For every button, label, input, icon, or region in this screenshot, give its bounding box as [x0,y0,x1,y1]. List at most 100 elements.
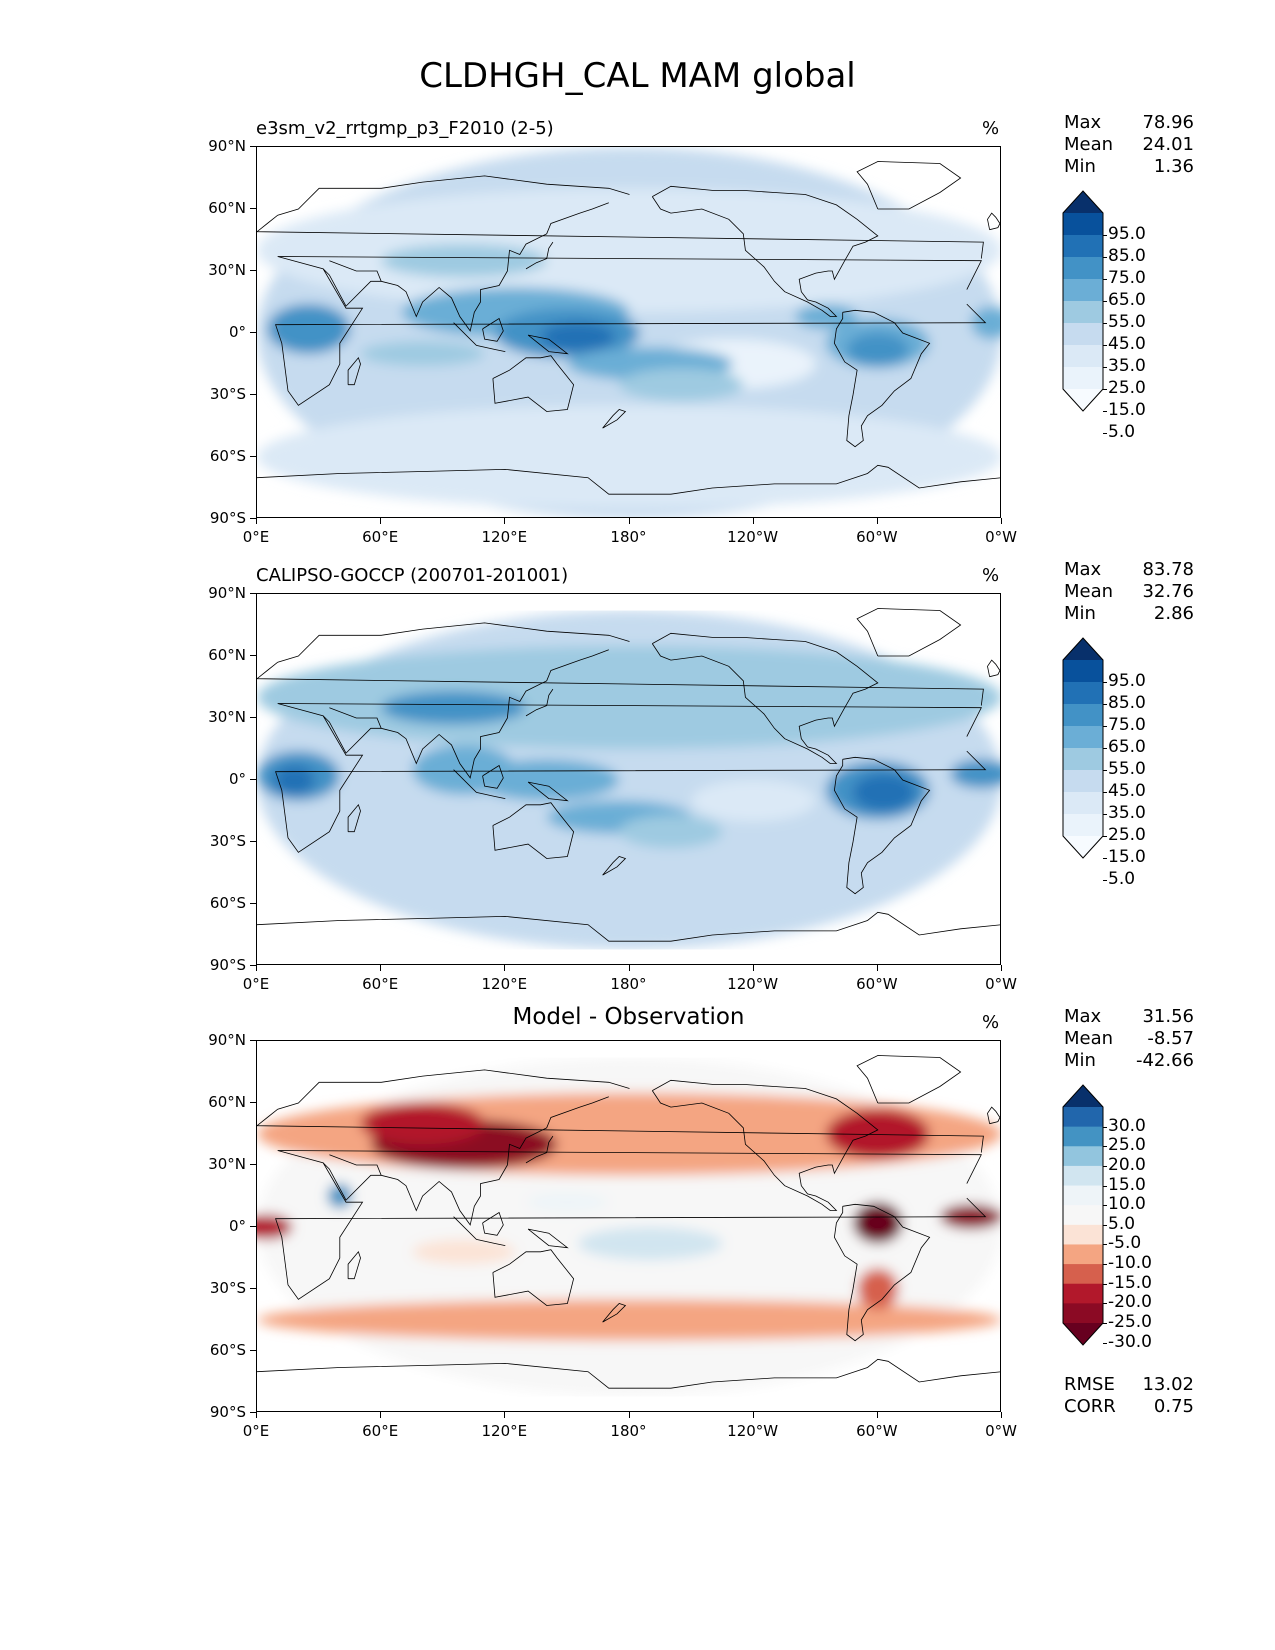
coastline [453,1216,506,1246]
y-tick [250,1412,256,1413]
contour-region [853,773,916,811]
y-tick-label: 90°S [209,1403,246,1421]
contour-region [273,765,315,795]
x-tick [876,965,878,971]
colorbar-band [1063,1224,1103,1245]
y-tick-label: 0° [228,323,246,341]
colorbar-tick [1103,1185,1107,1187]
coastline [987,659,1000,678]
metrics-row: CORR 0.75 [1064,1396,1194,1418]
colorbar-tick-label: -10.0 [1108,1253,1152,1274]
map-plot-area [256,593,1001,965]
x-tick [752,965,754,971]
colorbar-band [1063,301,1103,324]
units-label: % [982,118,1000,139]
stat-label: Max [1064,1006,1102,1027]
colorbar-tick [1103,1126,1107,1128]
colorbar-tick [1103,1224,1107,1226]
coastline [257,622,984,706]
coastline [257,175,984,259]
coastline [275,256,987,406]
colorbar-tick [1103,433,1107,434]
x-tick [504,518,506,524]
y-tick-label: 60°N [208,199,246,217]
x-tick-label: 180° [610,1422,647,1440]
y-tick [250,1164,256,1165]
coastline [257,1069,984,1153]
colorbar-tick-label: 30.0 [1108,1115,1146,1136]
colorbar-band [1063,1283,1103,1304]
x-tick-label: 60°E [362,975,399,993]
contour-region [474,759,620,801]
x-tick [628,1412,630,1418]
contour-region [540,322,616,352]
colorbar-tick [1103,1264,1107,1266]
stat-label: Min [1064,1050,1096,1071]
x-tick-label: 180° [610,975,647,993]
contour-region [619,368,744,402]
x-tick [752,518,754,524]
colorbar-tick-label: 65.0 [1108,290,1146,310]
colorbar-band [1063,814,1103,837]
metrics-block: RMSE 13.02 CORR 0.75 [1064,1374,1194,1418]
colorbar-tick [1103,323,1107,324]
colorbar-tick-label: 95.0 [1108,671,1146,691]
x-tick [1001,1412,1002,1418]
no-data-north [257,1041,1000,1058]
y-tick [250,779,256,780]
units-label: % [982,1012,1000,1033]
colorbar-tick [1103,704,1107,705]
contour-region [577,1227,723,1261]
contour-region [795,304,858,329]
x-tick [628,965,630,971]
y-tick [250,518,256,519]
colorbar-tick-label: 95.0 [1108,224,1146,244]
x-tick-label: 60°E [362,1422,399,1440]
x-tick-label: 180° [610,528,647,546]
coastline [527,781,569,802]
y-tick-label: 90°S [209,956,246,974]
panel-observation: CALIPSO-GOCCP (200701-201001)% 90°N 60°N 30… [0,559,1275,1035]
contour-region [257,1299,1000,1341]
colorbar-tick-label: -30.0 [1108,1331,1152,1352]
stat-label: Mean [1064,134,1114,155]
y-tick [250,270,256,271]
colorbar-tick [1103,1283,1107,1285]
colorbar-band [1063,682,1103,705]
colorbar-tick-label: 15.0 [1108,400,1146,420]
contour-region [327,1183,353,1209]
colorbar-tick [1103,726,1107,727]
colorbar-band [1063,704,1103,727]
y-tick-label: 60°S [209,447,246,465]
stat-value: -42.66 [1135,1050,1194,1071]
colorbar-tick-label: 85.0 [1108,246,1146,266]
contour-region [381,244,547,278]
stats-row: Mean 32.76 [1064,581,1194,603]
y-tick [250,903,256,904]
colorbar-tick-label: 25.0 [1108,378,1146,398]
x-tick-label: 0°W [985,528,1017,546]
colorbar-extend-bottom [1063,389,1103,411]
coastline [257,1358,1000,1389]
x-tick-label: 0°E [242,975,270,993]
contour-region [619,815,723,849]
colorbar-band [1063,367,1103,390]
coastline [525,688,554,717]
coastline [329,1154,382,1176]
y-tick-label: 90°N [208,137,246,155]
stat-value: -8.57 [1147,1028,1194,1049]
no-data-north [257,594,1000,611]
y-tick [250,1040,256,1041]
stat-label: Min [1064,156,1096,177]
colorbar-tick-label: 55.0 [1108,759,1146,779]
map-plot-area [256,146,1001,518]
colorbar-tick [1103,792,1107,793]
y-tick [250,965,256,966]
contour-region [360,341,485,367]
colorbar-tick-label: 5.0 [1108,869,1136,889]
x-tick [876,518,878,524]
stat-label: Mean [1064,581,1114,602]
colorbar-band [1063,792,1103,815]
x-tick-label: 0°W [985,1422,1017,1440]
colorbar-extend-bottom [1063,1323,1103,1345]
